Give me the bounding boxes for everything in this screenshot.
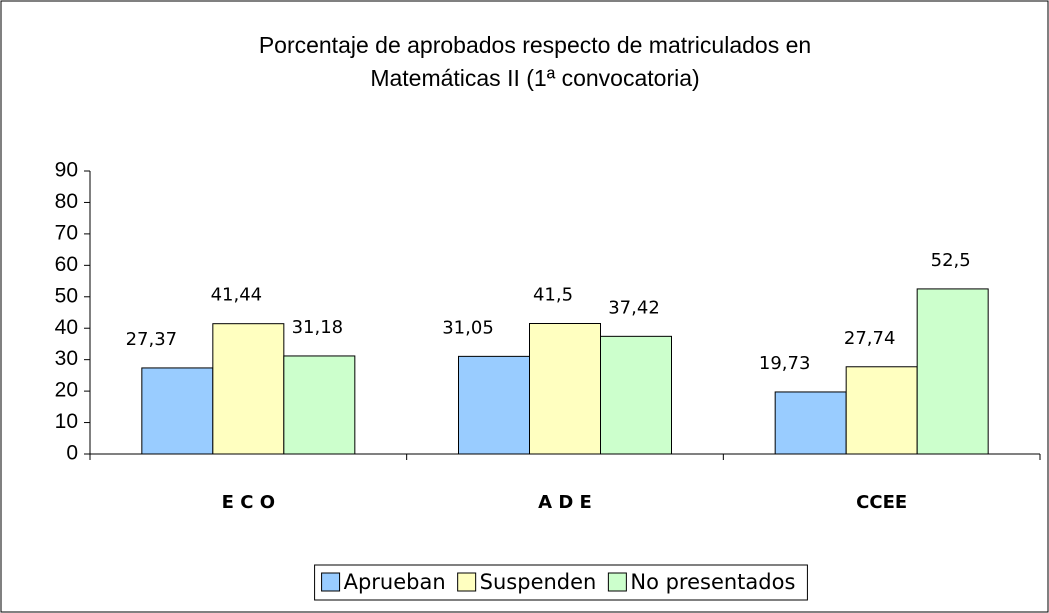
y-tick-label: 60 [55, 253, 78, 276]
data-label: 41,44 [211, 285, 263, 306]
bar [600, 335, 672, 455]
data-label: 27,74 [844, 328, 896, 349]
y-tick-label: 80 [55, 190, 78, 213]
data-label: 31,05 [442, 317, 494, 338]
chart-title: Matemáticas II (1ª convocatoria) [370, 65, 699, 91]
legend-box [314, 564, 808, 601]
bar [283, 355, 356, 455]
x-tick-label: E C O [222, 492, 275, 513]
legend-label: Aprueban [344, 570, 446, 594]
legend-label: No presentados [630, 570, 795, 594]
y-tick-label: 0 [66, 442, 78, 465]
y-tick-label: 10 [55, 410, 78, 433]
data-label: 19,73 [759, 353, 811, 374]
chart-title: Porcentaje de aprobados respecto de matr… [259, 32, 811, 58]
x-tick-label: CCEE [856, 492, 907, 513]
y-tick-label: 30 [55, 347, 78, 370]
data-label: 31,18 [292, 317, 344, 338]
bar [529, 323, 601, 455]
data-label: 52,5 [931, 250, 971, 271]
legend-swatch [607, 572, 627, 592]
y-tick-label: 40 [55, 316, 78, 339]
y-tick-label: 70 [55, 221, 78, 244]
data-label: 41,5 [533, 285, 573, 306]
legend-swatch [321, 572, 341, 592]
legend-label: Suspenden [480, 570, 597, 594]
data-label: 37,42 [608, 297, 660, 318]
bar [916, 288, 989, 455]
bar [141, 367, 214, 455]
data-label: 27,37 [126, 329, 178, 350]
x-tick-label: A D E [538, 492, 592, 513]
bar [458, 355, 530, 455]
legend-swatch [457, 572, 477, 592]
y-tick-label: 20 [55, 379, 78, 402]
bar [212, 323, 285, 455]
bar [774, 391, 847, 455]
bar [845, 366, 918, 455]
y-tick-label: 90 [55, 159, 78, 182]
y-tick-label: 50 [55, 284, 78, 307]
